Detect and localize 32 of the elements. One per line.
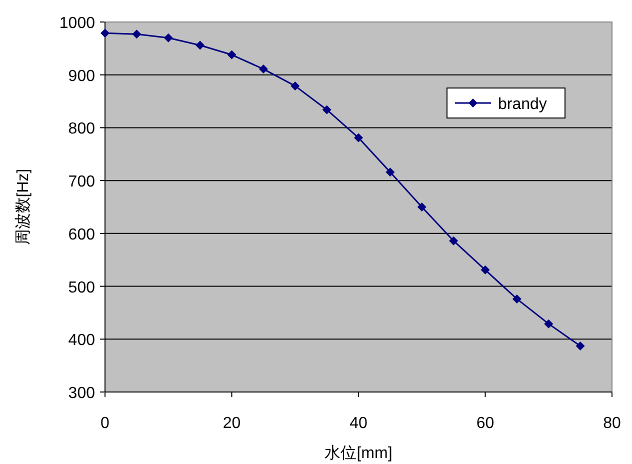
point [449,236,458,246]
point [544,319,554,328]
point [196,40,205,50]
x-tick-label: 0 [100,415,110,432]
y-tick-label: 700 [68,174,96,191]
x-tick-label: 60 [476,415,494,432]
y-tick-label: 600 [68,226,96,244]
point [132,30,142,39]
point [480,265,490,274]
point [576,342,585,351]
point [354,133,363,142]
x-tick-label: 40 [350,415,368,432]
y-tick-label: 500 [68,279,96,296]
point [100,28,110,38]
point [164,33,173,42]
point [322,105,332,114]
point [417,202,426,212]
y-axis-title: 周波数[Hz] [14,168,32,246]
point [258,64,268,74]
y-tick-label: 1000 [59,15,96,32]
y-tick-label: 800 [68,120,96,138]
y-tick-label: 300 [68,385,96,402]
x-tick-label: 80 [603,415,621,432]
x-tick-label: 20 [222,415,241,432]
point [227,50,236,60]
point [290,81,300,90]
y-tick-label: 400 [68,332,96,350]
point [512,294,522,304]
x-axis-title: 水位[mm] [324,444,392,462]
point [386,168,395,177]
legend-label: brandy [498,96,547,113]
y-tick-label: 900 [68,68,96,85]
